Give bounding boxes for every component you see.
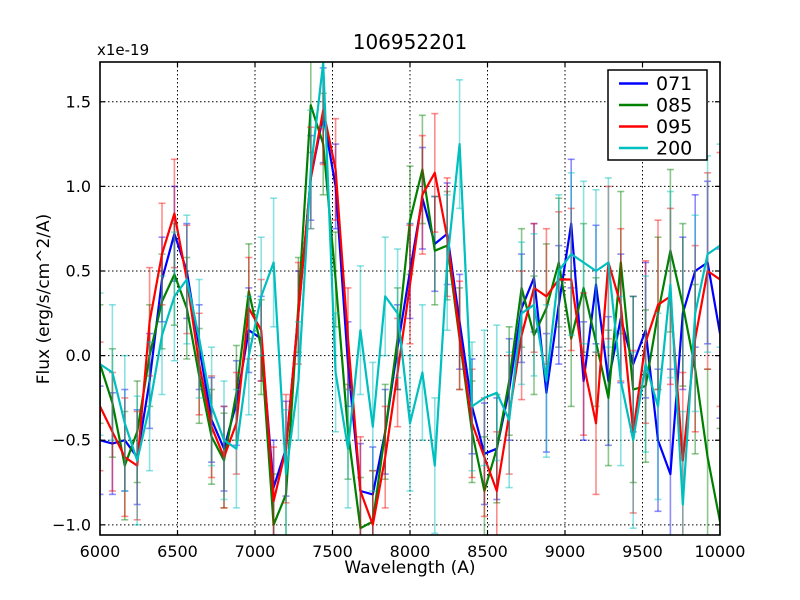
legend-label-071: 071 [656, 73, 692, 95]
legend-entry-085: 085 [619, 95, 692, 117]
y-tick-label: 0.0 [66, 346, 91, 365]
x-axis-label: Wavelength (A) [344, 558, 476, 578]
plot-title: 106952201 [352, 30, 468, 54]
x-tick-label: 9500 [622, 542, 663, 561]
x-tick-label: 7500 [312, 542, 353, 561]
series-line-200 [100, 62, 720, 506]
y-tick-label: 1.0 [66, 177, 91, 196]
y-axis-offset-label: x1e-19 [97, 41, 150, 59]
y-tick-label: 1.5 [66, 92, 91, 111]
legend-label-200: 200 [656, 138, 692, 160]
x-tick-label: 10000 [695, 542, 746, 561]
x-tick-label: 9000 [545, 542, 586, 561]
x-tick-label: 7000 [235, 542, 276, 561]
legend-entry-071: 071 [619, 73, 692, 95]
legend-entry-095: 095 [619, 116, 692, 138]
series-line-095 [100, 109, 720, 526]
legend-label-085: 085 [656, 95, 692, 117]
x-tick-label: 6500 [157, 542, 198, 561]
y-tick-label: −0.5 [52, 431, 91, 450]
y-tick-label: −1.0 [52, 515, 91, 534]
y-axis-label: Flux (erg/s/cm^2/A) [34, 213, 54, 385]
x-tick-label: 8500 [467, 542, 508, 561]
x-tick-label: 6000 [80, 542, 121, 561]
series-line-085 [100, 104, 720, 530]
y-tick-label: 0.5 [66, 262, 91, 281]
legend-box [607, 69, 708, 161]
legend-label-095: 095 [656, 116, 692, 138]
legend-entry-200: 200 [619, 138, 692, 160]
x-tick-label: 8000 [390, 542, 431, 561]
